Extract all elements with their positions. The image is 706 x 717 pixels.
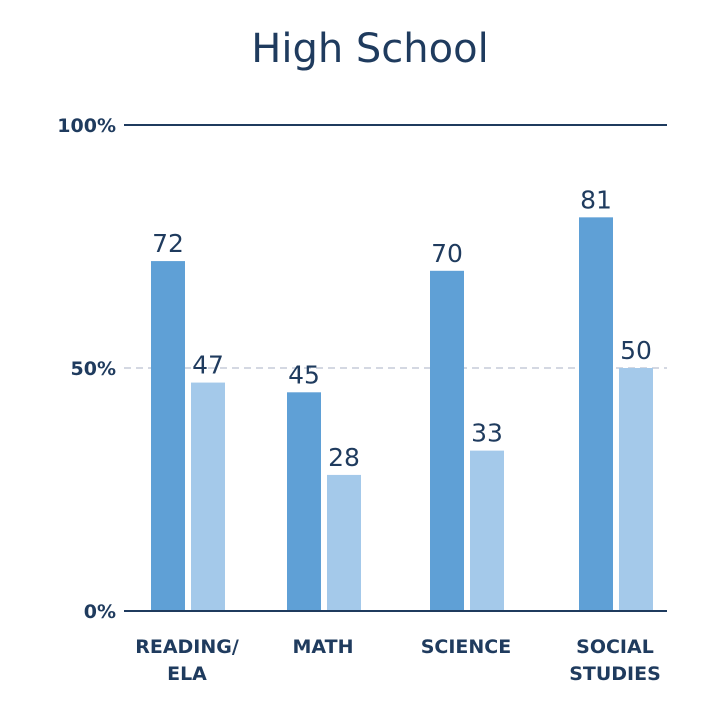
- bar-series2-1: [327, 474, 361, 611]
- bar-series2-2: [470, 450, 504, 611]
- data-label: 33: [471, 419, 503, 448]
- axis-layer: 0% 50% 100%: [57, 115, 667, 623]
- data-label: 47: [192, 351, 224, 380]
- data-label: 70: [431, 239, 463, 268]
- y-tick-label: 0%: [84, 601, 116, 623]
- category-label: ELA: [167, 663, 207, 685]
- category-label: MATH: [293, 636, 354, 658]
- bar-series1-0: [151, 261, 185, 611]
- category-label: STUDIES: [569, 663, 661, 685]
- bar-series1-2: [430, 270, 464, 611]
- category-label: READING/: [135, 636, 239, 658]
- data-label: 72: [152, 229, 184, 258]
- y-tick-label: 50%: [71, 358, 116, 380]
- category-label: SCIENCE: [421, 636, 512, 658]
- y-tick-label: 100%: [57, 115, 116, 137]
- data-label: 28: [328, 443, 360, 472]
- bar-series2-3: [619, 368, 653, 611]
- bar-series1-1: [287, 392, 321, 611]
- data-label: 50: [620, 336, 652, 365]
- bar-series2-0: [191, 382, 225, 611]
- bars-layer: [151, 217, 653, 611]
- bar-series1-3: [579, 217, 613, 611]
- data-label: 81: [580, 185, 612, 214]
- category-label: SOCIAL: [576, 636, 654, 658]
- chart-title: High School: [251, 26, 488, 72]
- data-label: 45: [288, 360, 320, 389]
- labels-layer: 72 45 70 81 47 28 33 50 READING/ELA MATH SCIENCE SO…: [124, 185, 667, 685]
